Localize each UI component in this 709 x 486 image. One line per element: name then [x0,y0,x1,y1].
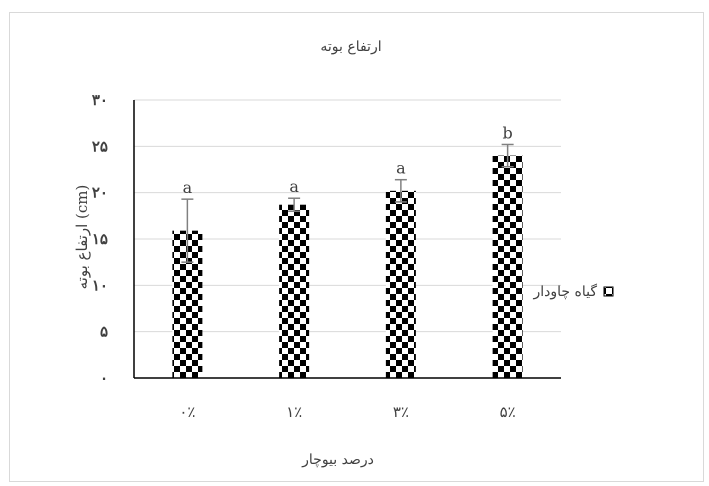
x-tick-label-1: ۱٪ [286,403,302,421]
bar-3 [492,155,523,378]
bar-1 [279,204,310,378]
chart-frame [9,12,704,482]
x-axis-label: درصد بیوچار [301,452,374,468]
y-tick-label-30: ۳۰ [92,91,108,109]
significance-letter-1: a [289,177,299,196]
x-tick-label-2: ۳٪ [393,403,409,421]
legend: گیاه چاودار [532,283,614,300]
y-tick-label-15: ۱۵ [92,230,108,248]
grid-lines [134,99,561,333]
x-tick-label-3: ۵٪ [500,403,516,421]
significance-letter-2: a [396,159,406,178]
y-tick-label-10: ۱۰ [92,276,108,294]
y-axis-label: ارتفاع بوته (cm) [73,185,91,290]
bars: a a a b [172,123,523,378]
significance-letter-0: a [183,178,193,197]
bar-2 [385,190,416,378]
x-tick-label-0: ۰٪ [179,403,195,421]
axes: ۰ ۵ ۱۰ ۱۵ ۲۰ ۲۵ ۳۰ ۰٪ ۱٪ ۳٪ ۵٪ [92,91,561,421]
chart-title: ارتفاع بوته [320,39,381,55]
legend-swatch [603,286,614,297]
y-tick-label-20: ۲۰ [92,184,108,202]
y-tick-label-25: ۲۵ [92,137,108,155]
legend-label: گیاه چاودار [532,283,597,300]
significance-letter-3: b [503,123,513,142]
y-tick-label-5: ۵ [100,323,108,341]
y-tick-label-0: ۰ [100,369,108,387]
